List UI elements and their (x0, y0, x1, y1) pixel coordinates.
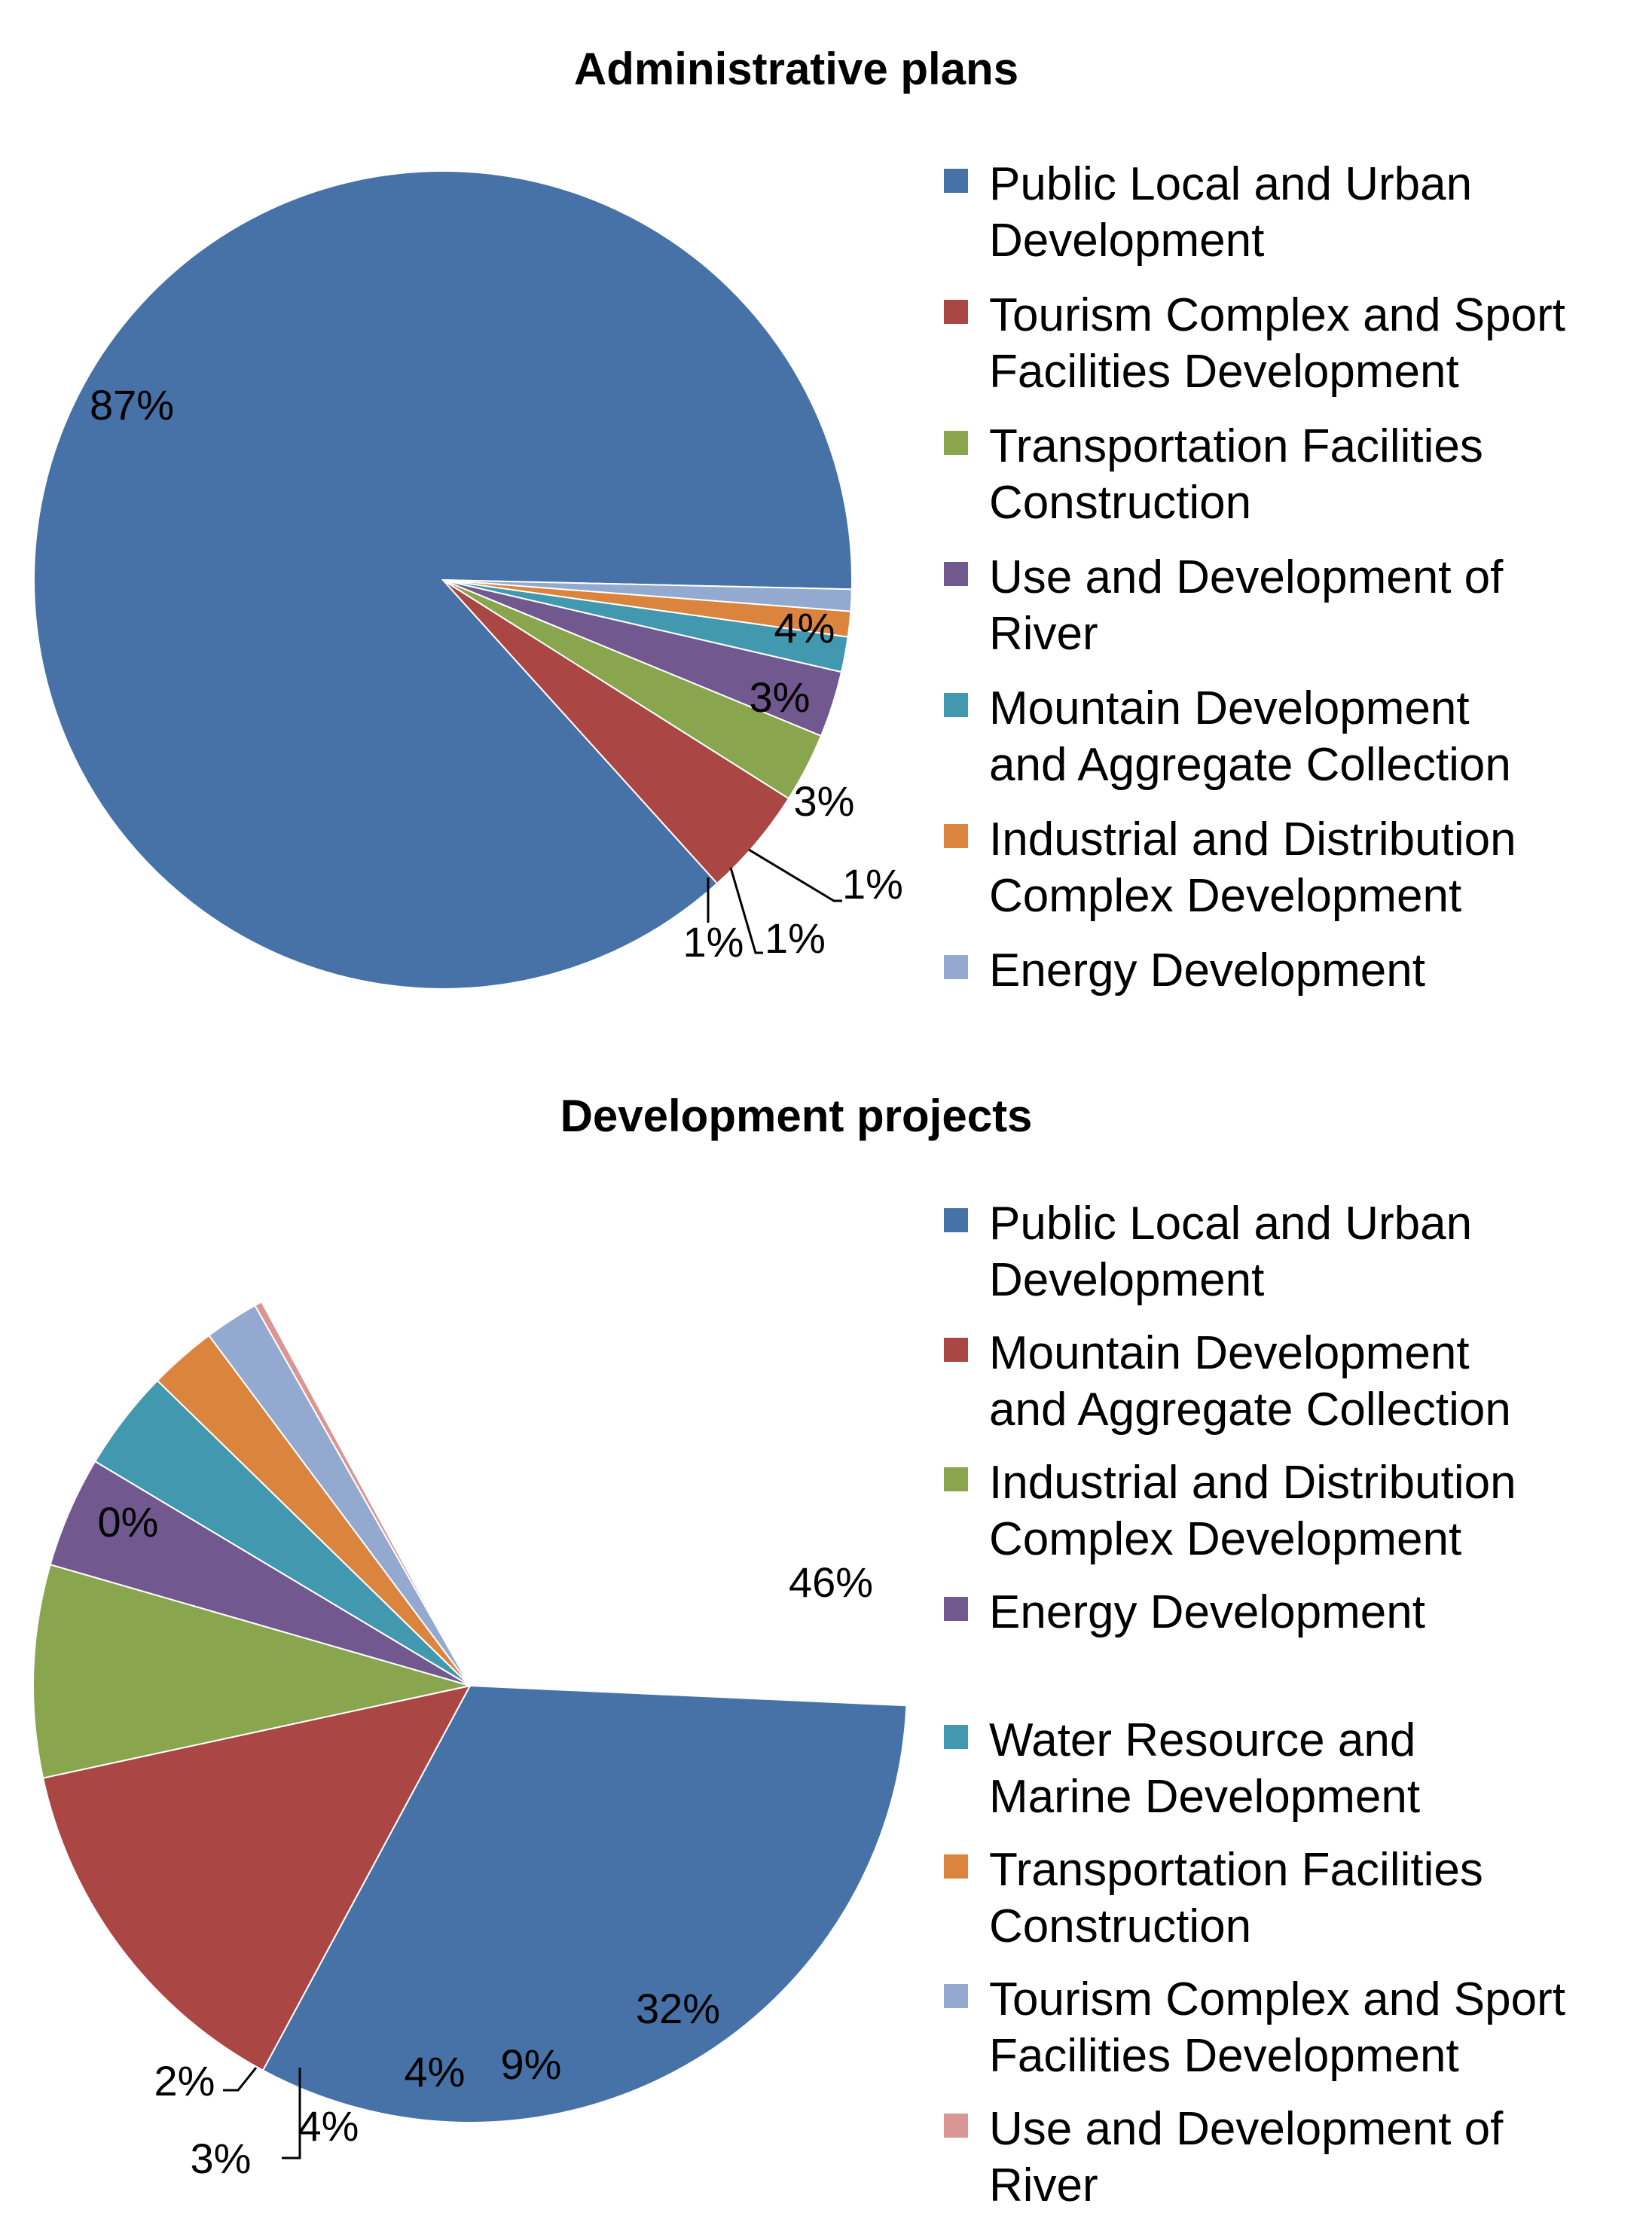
legend-label: Marine Development (989, 1771, 1420, 1823)
legend-swatch (944, 431, 968, 455)
data-label: 0% (98, 1498, 159, 1546)
legend-item: Energy Development (944, 1586, 1425, 1638)
legend-label: Development (989, 215, 1264, 267)
legend-label: Construction (989, 477, 1251, 529)
data-label: 46% (789, 1558, 873, 1606)
label-leader-line (282, 2068, 301, 2159)
pie-chart-1: Administrative plans 87% 4% 3% 3% 1% 1% 1% Publi… (33, 44, 1565, 997)
legend-label: and Aggregate Collection (989, 739, 1511, 791)
legend-label: Development (989, 1254, 1264, 1306)
data-label: 2% (154, 2057, 215, 2105)
pie-slice (254, 1300, 471, 1686)
legend-swatch (944, 1984, 968, 2008)
legend-label: Transportation Facilities (989, 420, 1483, 472)
pie-slice (32, 1563, 471, 1779)
data-label: 4% (774, 604, 835, 652)
legend-label: Tourism Complex and Sport (989, 1973, 1565, 2025)
data-label: 87% (90, 381, 174, 429)
pie-slice (442, 579, 853, 612)
pie-slices (32, 1300, 908, 2123)
pie-slices (33, 170, 853, 990)
label-leader-line (729, 867, 763, 954)
legend-label: Facilities Development (989, 346, 1459, 398)
legend-swatch (944, 169, 968, 193)
legend-label: Energy Development (989, 1586, 1425, 1638)
pie-slice (41, 1684, 472, 2072)
pie-chart-2: Development projects 46% 32% 9% 4% 4% 3% 2% 0% Pu… (32, 1091, 1565, 2211)
legend-swatch (944, 300, 968, 324)
legend-label: Complex Development (989, 1513, 1461, 1565)
data-label: 1% (765, 914, 826, 962)
legend-label: River (989, 2159, 1098, 2211)
legend-label: Complex Development (989, 870, 1461, 922)
legend-swatch (944, 1467, 968, 1491)
legend-swatch (944, 1725, 968, 1749)
legend-label: and Aggregate Collection (989, 1384, 1511, 1436)
data-label: 3% (794, 777, 855, 825)
legend-swatch (944, 562, 968, 586)
legend-item: Energy Development (944, 945, 1425, 997)
legend-label: Industrial and Distribution (989, 1457, 1516, 1509)
legend-swatch (944, 2114, 968, 2138)
legend-label: Use and Development of (989, 2103, 1504, 2155)
legend-swatch (944, 955, 968, 979)
data-label: 4% (405, 2048, 466, 2095)
legend-label: Public Local and Urban (989, 158, 1472, 210)
legend-label: Industrial and Distribution (989, 813, 1516, 865)
data-label: 4% (298, 2102, 359, 2150)
legend-label: Use and Development of (989, 551, 1504, 603)
data-label: 3% (750, 673, 811, 721)
legend-swatch (944, 1854, 968, 1879)
legend-label: River (989, 608, 1098, 660)
legend-label: Facilities Development (989, 2030, 1459, 2082)
legend-label: Mountain Development (989, 682, 1470, 734)
legend-label: Energy Development (989, 945, 1425, 997)
data-label: 9% (501, 2040, 562, 2088)
label-leader-line (748, 848, 842, 902)
label-leader-line (223, 2067, 258, 2092)
legend-label: Public Local and Urban (989, 1198, 1472, 1250)
legend-label: Tourism Complex and Sport (989, 289, 1565, 341)
legend-swatch (944, 693, 968, 717)
data-label: 32% (636, 1985, 720, 2032)
legend-label: Water Resource and (989, 1714, 1415, 1766)
legend-label: Mountain Development (989, 1327, 1470, 1379)
legend-swatch (944, 1338, 968, 1362)
legend-swatch (944, 824, 968, 848)
legend-swatch (944, 1208, 968, 1232)
chart-title: Development projects (560, 1091, 1033, 1141)
data-label: 3% (191, 2135, 252, 2182)
legend-label: Construction (989, 1900, 1251, 1952)
data-label: 1% (842, 860, 903, 908)
data-label: 1% (683, 918, 744, 966)
legend-swatch (944, 1597, 968, 1621)
legend-label: Transportation Facilities (989, 1844, 1483, 1896)
pie-slice (261, 1684, 908, 2123)
chart-title: Administrative plans (574, 44, 1018, 94)
